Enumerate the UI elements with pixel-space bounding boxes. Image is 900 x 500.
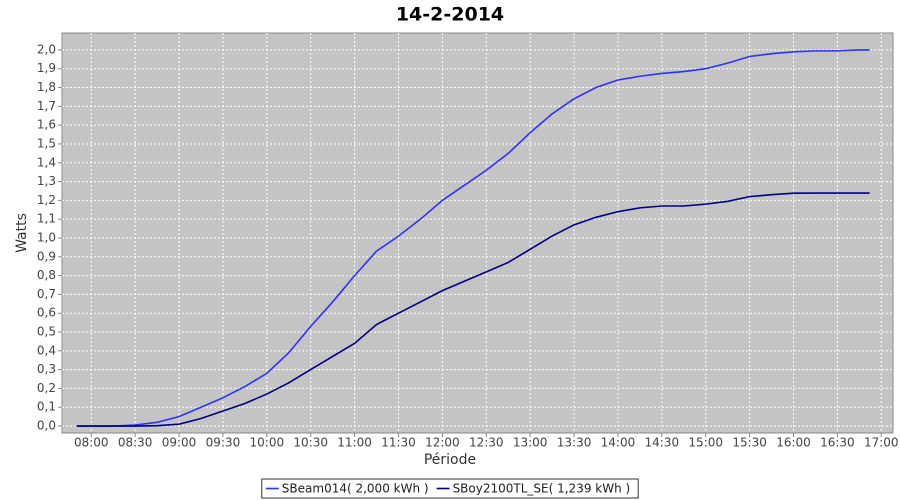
x-tick-label: 08:00 xyxy=(74,436,109,450)
y-tick-label: 0,7 xyxy=(37,287,56,301)
x-tick-label: 12:30 xyxy=(469,436,504,450)
y-tick-label: 0,4 xyxy=(37,343,56,357)
chart-title: 14-2-2014 xyxy=(396,4,504,26)
y-tick-label: 0,3 xyxy=(37,362,56,376)
y-axis-label: Watts xyxy=(14,213,30,253)
y-tick-label: 0,2 xyxy=(37,381,56,395)
x-tick-label: 13:00 xyxy=(513,436,548,450)
y-tick-label: 1,2 xyxy=(37,193,56,207)
y-tick-label: 0,6 xyxy=(37,306,56,320)
legend-box xyxy=(261,478,639,499)
x-tick-label: 17:00 xyxy=(864,436,899,450)
y-tick-label: 1,3 xyxy=(37,174,56,188)
series-line xyxy=(76,49,870,427)
y-tick-label: 2,0 xyxy=(37,42,56,56)
y-tick-label: 1,9 xyxy=(37,61,56,75)
x-tick-label: 15:30 xyxy=(732,436,767,450)
series-line xyxy=(76,192,870,427)
y-tick-label: 1,8 xyxy=(37,80,56,94)
x-tick-label: 08:30 xyxy=(118,436,153,450)
x-tick-label: 16:30 xyxy=(820,436,855,450)
plot-area xyxy=(61,32,894,434)
y-tick-label: 1,7 xyxy=(37,99,56,113)
x-tick-label: 14:30 xyxy=(645,436,680,450)
x-tick-label: 11:00 xyxy=(337,436,372,450)
y-tick-label: 0,8 xyxy=(37,268,56,282)
y-tick-label: 1,6 xyxy=(37,118,56,132)
x-tick-label: 15:00 xyxy=(688,436,723,450)
x-tick-label: 10:00 xyxy=(250,436,285,450)
x-tick-label: 09:30 xyxy=(206,436,241,450)
y-tick-label: 0,0 xyxy=(37,419,56,433)
y-tick-label: 0,9 xyxy=(37,249,56,263)
x-tick-label: 09:00 xyxy=(162,436,197,450)
y-tick-label: 1,4 xyxy=(37,155,56,169)
y-tick-label: 0,5 xyxy=(37,325,56,339)
x-axis-label: Période xyxy=(424,452,476,468)
legend-label: SBoy2100TL_SE( 1,239 kWh ) xyxy=(453,482,631,496)
y-tick-label: 1,5 xyxy=(37,136,56,150)
x-tick-label: 16:00 xyxy=(776,436,811,450)
x-tick-label: 14:00 xyxy=(601,436,636,450)
x-tick-label: 11:30 xyxy=(381,436,416,450)
x-tick-label: 10:30 xyxy=(293,436,328,450)
legend-label: SBeam014( 2,000 kWh ) xyxy=(282,482,429,496)
x-tick-label: 13:30 xyxy=(557,436,592,450)
y-tick-label: 1,1 xyxy=(37,212,56,226)
y-tick-label: 0,1 xyxy=(37,400,56,414)
x-tick-label: 12:00 xyxy=(425,436,460,450)
y-tick-label: 1,0 xyxy=(37,230,56,244)
